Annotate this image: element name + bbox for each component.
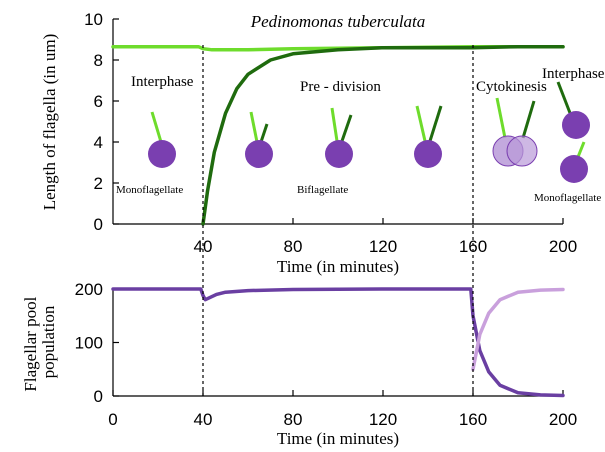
bottom-series-line-1 [111,287,565,398]
top-y-tick-label: 8 [94,51,103,70]
cell-label-biflagellate: Biflagellate [297,184,348,196]
bottom-y-tick-label: 0 [94,387,103,406]
phase-dividers [202,45,474,396]
top-y-axis-title: Length of flagella (in um) [40,34,59,211]
cell-daughter-old-flagellum [560,141,588,183]
flagella-length-panel: Pedinomonas tuberculata 40 80 120 160 200024… [40,10,605,276]
bottom-y-tick-label: 100 [75,334,103,353]
top-y-tick-label: 2 [94,174,103,193]
top-x-tick-label: 120 [369,237,397,256]
pool-series [111,287,565,398]
bottom-x-tick-label: 120 [369,410,397,429]
bottom-x-tick-label: 160 [459,410,487,429]
phase-label-interphase-1: Interphase [131,74,194,90]
top-y-tick-label: 10 [84,10,103,29]
bottom-series-line-2 [471,287,565,372]
top-x-axis-title: Time (in minutes) [277,257,399,276]
cell-label-monoflagellate-1: Monoflagellate [116,184,183,196]
top-x-tick-label: 40 [194,237,213,256]
bottom-y-axis-title-line-1: Flagellar pool [21,296,40,391]
bottom-x-axis-title: Time (in minutes) [277,429,399,448]
cell-daughter-new-flagellum [556,81,590,139]
flagella-axes: 40 80 120 160 200 0 2 4 6 8 10 [84,10,577,256]
cell-biflagellate-2 [325,107,353,168]
cell-monoflagellate-interphase [148,111,176,168]
top-x-tick-label: 200 [549,237,577,256]
bottom-x-tick-label: 40 [194,410,213,429]
bottom-x-tick-label: 80 [284,410,303,429]
top-x-tick-label: 80 [284,237,303,256]
top-y-tick-label: 4 [94,133,103,152]
cell-biflagellate-1 [245,111,273,168]
top-series-line-2 [201,44,565,226]
cell-biflagellate-3 [414,105,443,168]
bottom-y-axis-title-line-2: population [39,305,58,378]
bottom-y-axis-title: Flagellar pool population [21,292,58,391]
phase-label-interphase-2: Interphase [542,66,605,82]
bottom-y-tick-label: 200 [75,280,103,299]
cell-illustrations [148,81,590,183]
top-x-tick-label: 160 [459,237,487,256]
pool-axes: 0 40 80 120 160 200 0 100 200 [75,280,578,429]
chart-title: Pedinomonas tuberculata [250,12,426,31]
top-y-tick-label: 0 [94,215,103,234]
flagella-series [111,44,565,226]
cell-label-monoflagellate-2: Monoflagellate [534,192,601,204]
bottom-x-tick-label: 0 [108,410,117,429]
phase-label-pre-division: Pre - division [300,79,381,95]
top-y-tick-label: 6 [94,92,103,111]
cell-cytokinesis [492,97,538,167]
bottom-x-tick-label: 200 [549,410,577,429]
phase-label-cytokinesis: Cytokinesis [476,79,547,95]
